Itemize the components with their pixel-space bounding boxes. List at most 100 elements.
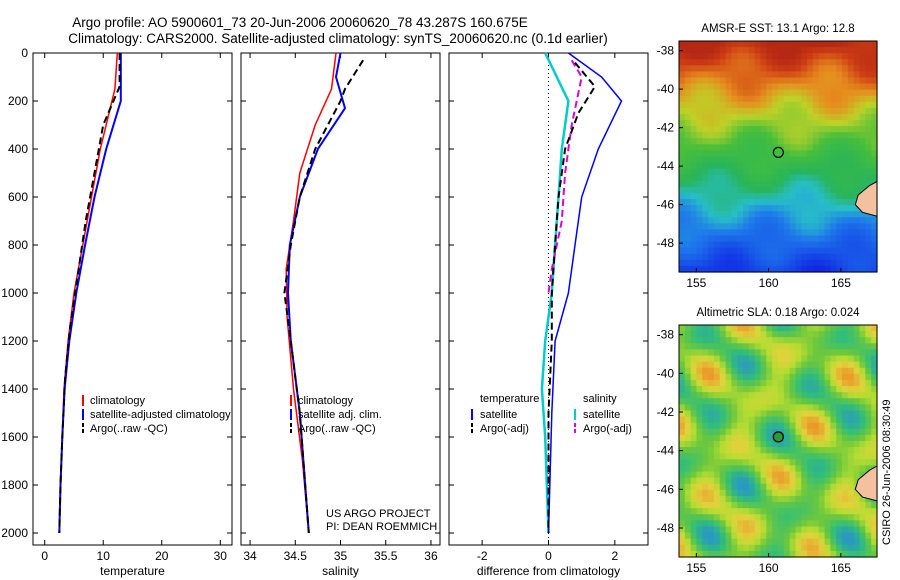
map-cell (743, 331, 750, 338)
map-cell (812, 235, 820, 243)
map-cell (708, 241, 715, 249)
map-cell (754, 126, 762, 133)
map-cell (807, 126, 814, 133)
map-cell (690, 392, 698, 399)
map-cell (696, 211, 703, 218)
map-cell (713, 41, 721, 48)
map-cell (690, 514, 698, 521)
map-cell (836, 235, 843, 243)
map-cell (684, 355, 692, 363)
map-cell (743, 459, 750, 467)
map-cell (824, 367, 832, 375)
map-cell (836, 434, 843, 442)
map-cell (696, 247, 703, 255)
y-tick-label: -42 (657, 121, 675, 135)
map-cell (725, 211, 733, 218)
map-cell (853, 465, 861, 473)
map-cell (847, 174, 855, 182)
map-cell (824, 113, 832, 121)
map-cell (836, 59, 843, 66)
map-cell (772, 441, 779, 448)
map-cell (696, 502, 703, 509)
map-cell (842, 337, 849, 344)
map-cell (772, 241, 779, 249)
map-cell (836, 526, 843, 534)
map-cell (766, 95, 773, 103)
map-cell (807, 349, 814, 357)
map-cell (679, 471, 686, 479)
map-cell (818, 392, 826, 399)
map-cell (766, 265, 773, 273)
map-cell (865, 379, 872, 387)
map-cell (679, 120, 686, 127)
map-cell (684, 520, 692, 528)
map-cell (708, 235, 715, 243)
map-cell (818, 156, 826, 164)
map-cell (679, 379, 686, 387)
map-cell (772, 379, 779, 387)
map-cell (789, 229, 797, 237)
map-cell (795, 253, 802, 261)
y-tick-label: -42 (657, 405, 675, 419)
map-cell (684, 235, 692, 243)
map-cell (684, 186, 692, 194)
map-cell (795, 471, 802, 479)
map-cell (702, 532, 709, 540)
map-cell (760, 211, 767, 218)
map-cell (684, 386, 692, 393)
map-cell (783, 211, 791, 218)
map-cell (836, 544, 843, 552)
map-cell (748, 495, 756, 503)
map-cell (789, 156, 797, 164)
map-cell (801, 471, 808, 479)
map-cell (842, 211, 849, 218)
map-cell (702, 416, 709, 424)
map-cell (836, 428, 843, 436)
map-cell (708, 199, 715, 206)
map-cell (871, 41, 878, 48)
map-cell (748, 550, 756, 558)
map-cell (772, 83, 779, 91)
map-cell (865, 107, 872, 115)
map-cell (713, 107, 721, 115)
map-cell (847, 59, 855, 66)
map-cell (725, 514, 733, 521)
map-cell (836, 349, 843, 357)
map-cell (807, 95, 814, 103)
map-cell (853, 526, 861, 534)
map-cell (812, 265, 820, 273)
map-cell (748, 126, 756, 133)
map-cell (859, 223, 866, 231)
map-cell (842, 532, 849, 540)
map-cell (708, 361, 715, 369)
map-cell (743, 441, 750, 448)
map-cell (807, 526, 814, 534)
map-cell (725, 138, 733, 145)
legend-entry: satellite adj. clim. (298, 409, 382, 421)
map-cell (789, 337, 797, 344)
map-cell (708, 447, 715, 454)
map-cell (766, 144, 773, 152)
map-cell (684, 410, 692, 418)
map-cell (865, 514, 872, 521)
map-cell (871, 53, 878, 60)
map-cell (836, 410, 843, 418)
map-cell (830, 247, 837, 255)
map-cell (795, 113, 802, 121)
map-cell (789, 186, 797, 194)
map-cell (801, 211, 808, 218)
map-cell (801, 447, 808, 454)
map-cell (731, 550, 738, 558)
map-cell (743, 83, 750, 91)
map-cell (824, 186, 832, 194)
map-cell (743, 186, 750, 194)
map-cell (807, 107, 814, 115)
map-cell (731, 168, 738, 176)
map-cell (818, 325, 826, 332)
map-cell (772, 199, 779, 206)
map-cell (853, 398, 861, 405)
x-tick-label: 160 (759, 561, 779, 575)
map-cell (871, 253, 878, 261)
map-cell (824, 379, 832, 387)
map-cell (836, 483, 843, 491)
